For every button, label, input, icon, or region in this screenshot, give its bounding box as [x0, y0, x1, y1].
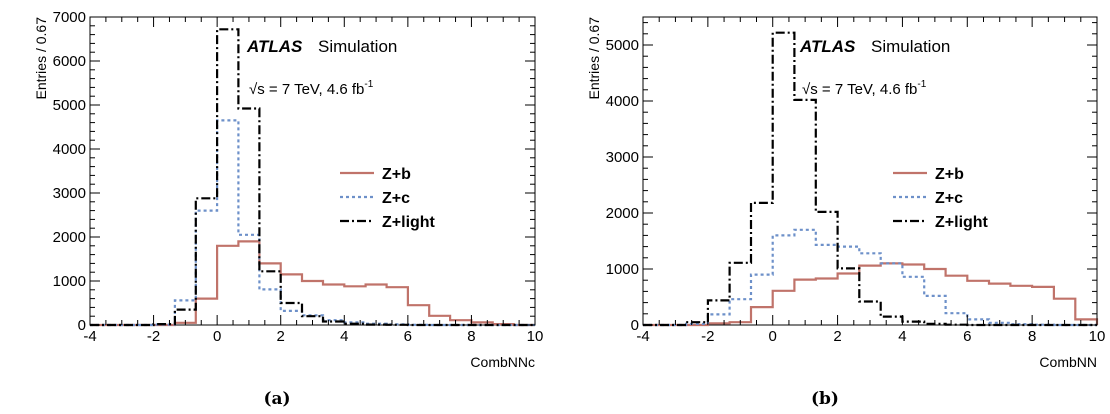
atlas-label: ATLAS	[246, 37, 303, 56]
y-tick-label: 1000	[606, 261, 639, 278]
x-tick-label: -2	[701, 328, 714, 345]
y-tick-label: 5000	[53, 97, 86, 114]
x-tick-label: 0	[769, 328, 777, 345]
x-tick-label: -4	[636, 328, 649, 345]
y-tick-label: 6000	[53, 53, 86, 70]
x-tick-label: 8	[1028, 328, 1036, 345]
energy-lumi-label: √s = 7 TeV, 4.6 fb-1	[802, 79, 927, 98]
x-tick-label: -4	[83, 328, 96, 345]
x-axis-title: CombNNc	[470, 354, 535, 370]
y-axis-title: Entries / 0.67	[33, 17, 49, 100]
y-tick-label: 4000	[606, 93, 639, 110]
legend-label: Z+light	[382, 214, 436, 231]
y-tick-label: 3000	[53, 185, 86, 202]
y-tick-label: 7000	[53, 9, 86, 26]
y-tick-label: 3000	[606, 149, 639, 166]
x-tick-label: 2	[833, 328, 841, 345]
x-tick-label: 2	[277, 328, 285, 345]
legend-label: Z+b	[382, 166, 411, 183]
atlas-label: ATLAS	[799, 37, 856, 56]
panel-a: -4 -2 0 2 4 6 8 10 0 1000 2000 3000 4000 5000 6000 7000…	[33, 9, 543, 370]
y-axis-title: Entries / 0.67	[586, 17, 602, 100]
x-tick-label: 6	[404, 328, 412, 345]
x-tick-label: 6	[963, 328, 971, 345]
legend-label: Z+c	[935, 190, 963, 207]
caption-b: (b)	[811, 389, 839, 409]
y-tick-label: 4000	[53, 141, 86, 158]
simulation-label: Simulation	[318, 37, 397, 56]
simulation-label: Simulation	[871, 37, 950, 56]
series-z-light-line	[643, 31, 1097, 327]
energy-lumi-exponent: -1	[917, 79, 926, 90]
x-tick-label: -2	[147, 328, 160, 345]
y-tick-label: 5000	[606, 37, 639, 54]
legend-label: Z+b	[935, 166, 964, 183]
x-tick-label: 10	[1089, 328, 1106, 345]
x-tick-label: 8	[467, 328, 475, 345]
panel-b: -4 -2 0 2 4 6 8 10 0 1000 2000 3000 4000 5000 CombNN En…	[586, 16, 1106, 370]
y-tick-label: 0	[78, 317, 86, 334]
y-tick-label: 1000	[53, 273, 86, 290]
x-tick-label: 4	[898, 328, 906, 345]
x-axis-title: CombNN	[1039, 354, 1097, 370]
series-z-c-line	[643, 228, 1097, 327]
legend-label: Z+light	[935, 214, 989, 231]
legend-label: Z+c	[382, 190, 410, 207]
energy-lumi-label: √s = 7 TeV, 4.6 fb-1	[249, 79, 374, 98]
y-tick-label: 2000	[53, 229, 86, 246]
x-tick-label: 0	[213, 328, 221, 345]
caption-a: (a)	[263, 389, 290, 409]
y-tick-label: 0	[631, 317, 639, 334]
x-tick-label: 10	[527, 328, 544, 345]
series-z-b-line	[90, 240, 535, 327]
x-tick-label: 4	[340, 328, 348, 345]
y-tick-label: 2000	[606, 205, 639, 222]
energy-lumi-exponent: -1	[364, 79, 373, 90]
